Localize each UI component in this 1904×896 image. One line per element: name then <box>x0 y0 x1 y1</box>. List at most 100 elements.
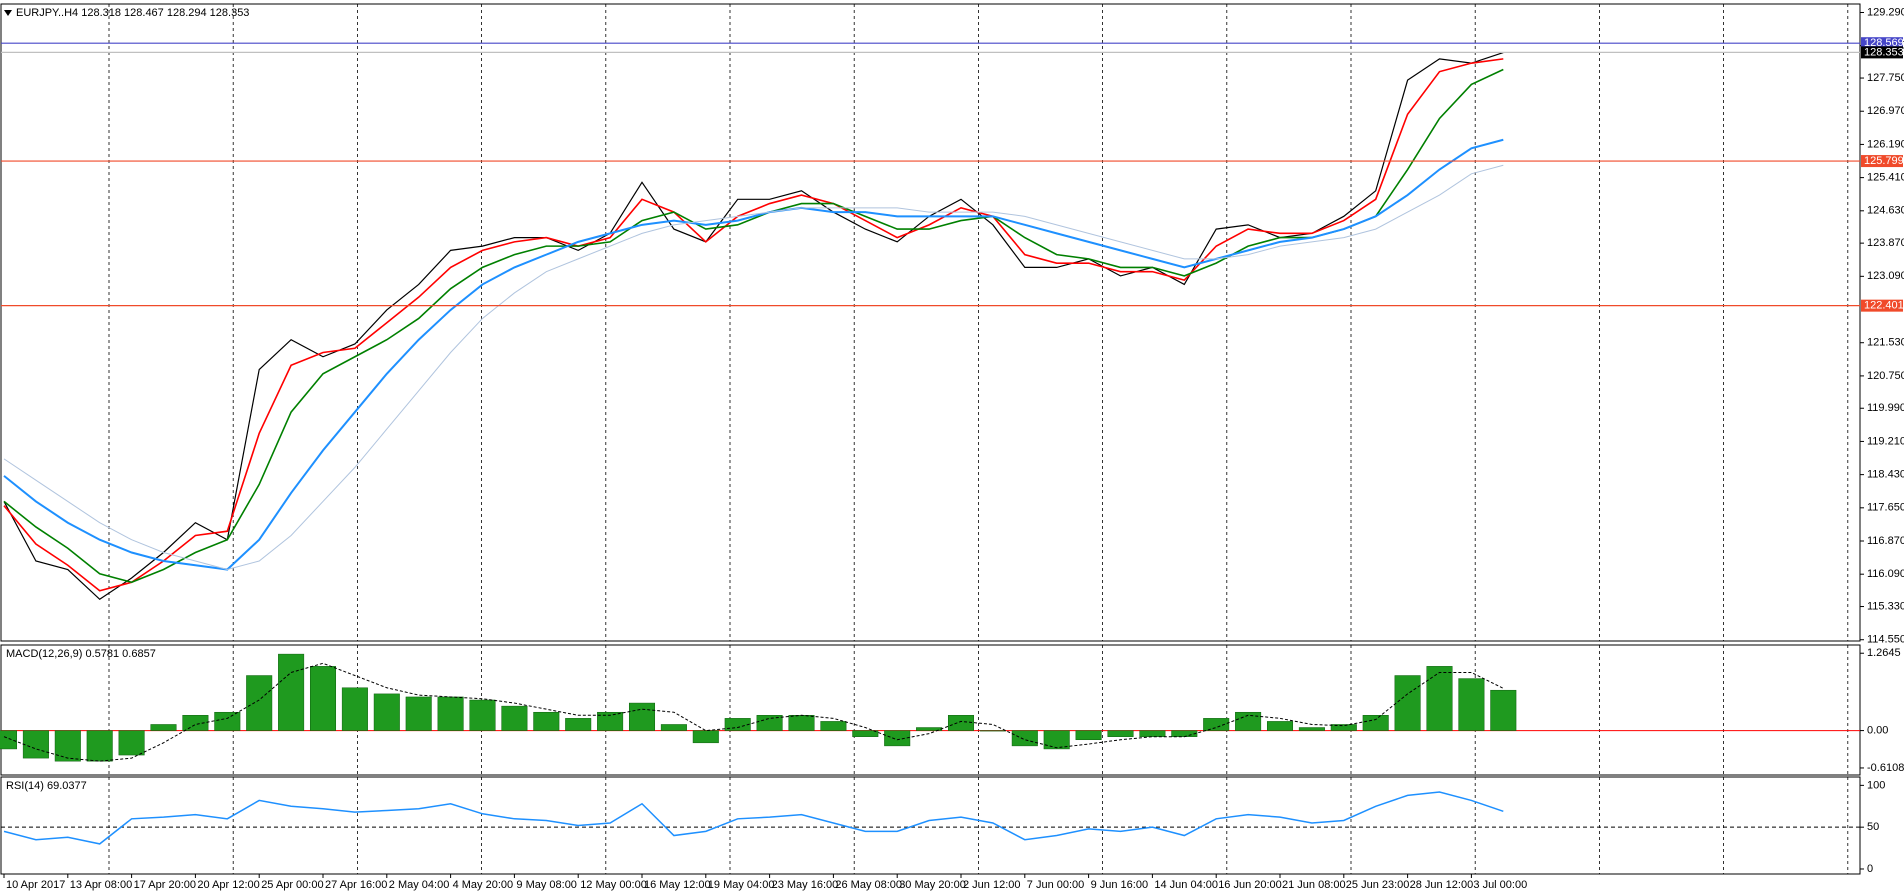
price-level-label: 122.401 <box>1864 300 1904 312</box>
x-tick-label: 20 Apr 12:00 <box>197 879 259 891</box>
histogram-bar <box>660 724 687 731</box>
x-tick-label: 25 Apr 00:00 <box>261 879 323 891</box>
y-tick-label: 125.410 <box>1867 172 1904 184</box>
x-tick-label: 13 Apr 08:00 <box>70 879 132 891</box>
series-line <box>3 791 1504 845</box>
price-level-tag <box>1861 37 1903 50</box>
histogram-bar <box>309 666 337 731</box>
x-tick-label: 28 Jun 12:00 <box>1410 879 1474 891</box>
histogram-bar <box>150 724 177 731</box>
y-tick-label: 115.330 <box>1867 600 1904 612</box>
histogram-bar <box>1107 730 1134 737</box>
series-line <box>3 138 1504 571</box>
histogram-bar <box>246 675 273 731</box>
histogram-bar <box>405 696 432 731</box>
histogram-bar <box>54 730 81 762</box>
collapse-arrow <box>4 10 12 16</box>
x-tick-label: 2 Jun 12:00 <box>963 879 1021 891</box>
histogram-bar <box>1330 724 1357 731</box>
histogram-bar <box>437 696 464 731</box>
y-tick-label: 129.290 <box>1867 6 1904 18</box>
histogram-bar <box>501 705 528 731</box>
histogram-bar <box>22 730 49 759</box>
price-level-label: 128.569 <box>1864 37 1904 49</box>
histogram-bar <box>469 699 496 731</box>
series-line <box>3 164 1504 571</box>
y-tick-label: -0.6108 <box>1867 762 1904 774</box>
x-tick-label: 2 May 04:00 <box>389 879 450 891</box>
x-tick-label: 12 May 00:00 <box>580 879 647 891</box>
y-tick-label: 121.530 <box>1867 337 1904 349</box>
x-tick-label: 26 May 08:00 <box>835 879 902 891</box>
histogram-bar <box>692 730 719 744</box>
price-level-tag <box>1861 46 1903 59</box>
x-tick-label: 7 Jun 00:00 <box>1027 879 1085 891</box>
y-tick-label: 126.970 <box>1867 105 1904 117</box>
histogram-bar <box>1394 675 1421 731</box>
x-tick-label: 9 May 08:00 <box>516 879 577 891</box>
histogram-bar <box>1426 666 1453 731</box>
y-tick-label: 100 <box>1867 779 1885 791</box>
panel-frame <box>0 776 1861 875</box>
panel-frame <box>0 644 1861 776</box>
histogram-bar <box>1490 689 1517 731</box>
price-level-tag <box>1861 155 1903 168</box>
y-tick-label: 118.430 <box>1867 469 1904 481</box>
histogram-bar <box>1362 715 1389 731</box>
histogram-bar <box>86 730 113 762</box>
y-tick-label: 126.190 <box>1867 138 1904 150</box>
panel-title: MACD(12,26,9) 0.5781 0.6857 <box>6 648 156 660</box>
x-tick-label: 25 Jun 23:00 <box>1346 879 1410 891</box>
histogram-bar <box>0 730 18 750</box>
histogram-bar <box>979 730 1006 732</box>
x-tick-label: 3 Jul 00:00 <box>1473 879 1527 891</box>
histogram-bar <box>628 702 656 731</box>
series-line <box>3 58 1504 592</box>
histogram-bar <box>1235 711 1262 731</box>
y-tick-label: 117.650 <box>1867 502 1904 514</box>
x-tick-label: 17 Apr 20:00 <box>134 879 196 891</box>
histogram-bar <box>373 693 400 731</box>
panel-frame <box>0 3 1861 642</box>
histogram-bar <box>565 718 592 731</box>
series-line <box>3 51 1504 601</box>
panel-title: RSI(14) 69.0377 <box>6 780 87 792</box>
panel-title: EURJPY..H4 128.318 128.467 128.294 128.3… <box>16 7 249 19</box>
histogram-bar <box>1458 678 1485 731</box>
price-level-label: 125.799 <box>1864 155 1904 167</box>
x-tick-label: 27 Apr 16:00 <box>325 879 387 891</box>
x-tick-label: 14 Jun 04:00 <box>1154 879 1218 891</box>
y-tick-label: 119.210 <box>1867 435 1904 447</box>
y-tick-label: 116.870 <box>1867 535 1904 547</box>
x-tick-label: 4 May 20:00 <box>453 879 514 891</box>
histogram-bar <box>278 653 305 731</box>
y-tick-label: 0 <box>1867 863 1873 875</box>
histogram-bar <box>1203 718 1230 731</box>
histogram-bar <box>1139 730 1166 737</box>
y-tick-label: 123.090 <box>1867 270 1904 282</box>
histogram-bar <box>533 711 560 731</box>
series-line <box>3 662 1504 762</box>
histogram-bar <box>118 730 145 756</box>
histogram-bar <box>724 718 751 731</box>
y-tick-label: 114.550 <box>1867 634 1904 646</box>
histogram-bar <box>1043 730 1070 750</box>
histogram-bar <box>1075 730 1102 741</box>
y-tick-label: 50 <box>1867 821 1879 833</box>
histogram-bar <box>341 687 368 731</box>
y-tick-label: 120.750 <box>1867 370 1904 382</box>
price-level-label: 128.353 <box>1864 46 1904 58</box>
x-tick-label: 10 Apr 2017 <box>6 879 65 891</box>
series-line <box>3 68 1504 584</box>
y-tick-label: 0.00 <box>1867 724 1888 736</box>
y-tick-label: 119.990 <box>1867 402 1904 414</box>
histogram-bar <box>1266 721 1294 731</box>
histogram-bar <box>852 730 879 737</box>
x-tick-label: 21 Jun 08:00 <box>1282 879 1346 891</box>
histogram-bar <box>884 730 911 747</box>
histogram-bar <box>597 711 624 731</box>
y-tick-label: 124.630 <box>1867 205 1904 217</box>
histogram-bar <box>1171 730 1198 737</box>
